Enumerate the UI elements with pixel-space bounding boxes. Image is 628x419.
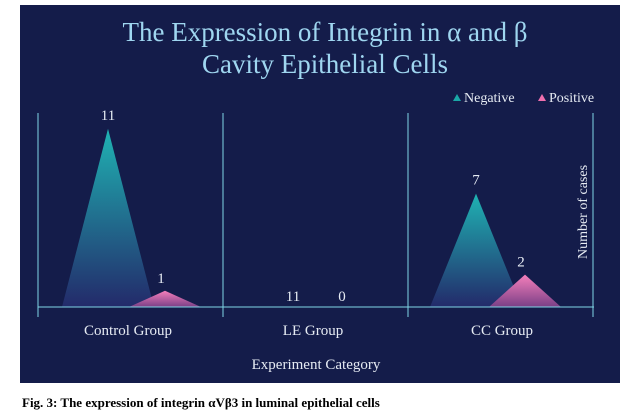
positive-area-1: [129, 290, 201, 307]
y-axis-label: Number of cases: [576, 165, 591, 259]
chart-title-line-2: Cavity Epithelial Cells: [202, 49, 448, 79]
x-tick-label-control: Control Group: [84, 323, 172, 339]
x-tick-label-le: LE Group: [283, 323, 343, 339]
legend-label-positive: Positive: [549, 91, 594, 106]
positive-area-3: [489, 274, 561, 307]
chart-svg: The Expression of Integrin in α and β Ca…: [20, 5, 620, 383]
x-tick-label-cc: CC Group: [471, 323, 533, 339]
legend-label-negative: Negative: [464, 91, 515, 106]
x-axis-ticks: [37, 113, 594, 317]
negative-data-label-1: 11: [101, 108, 115, 124]
x-axis-label: Experiment Category: [252, 357, 381, 373]
chart-panel: The Expression of Integrin in α and β Ca…: [20, 5, 620, 383]
figure-caption: Fig. 3: The expression of integrin αVβ3 …: [22, 395, 380, 410]
negative-area-1: [62, 128, 154, 307]
negative-data-label-2: 11: [286, 289, 300, 305]
legend-marker-positive: [538, 94, 546, 101]
negative-area-3: [430, 193, 522, 307]
negative-data-label-3: 7: [472, 173, 480, 189]
positive-data-label-2: 0: [338, 289, 346, 305]
positive-data-label-1: 1: [157, 271, 165, 287]
legend: Negative Positive: [453, 91, 594, 106]
chart-title-line-1: The Expression of Integrin in α and β: [122, 17, 527, 47]
positive-data-label-3: 2: [517, 255, 525, 271]
legend-marker-negative: [453, 94, 461, 101]
